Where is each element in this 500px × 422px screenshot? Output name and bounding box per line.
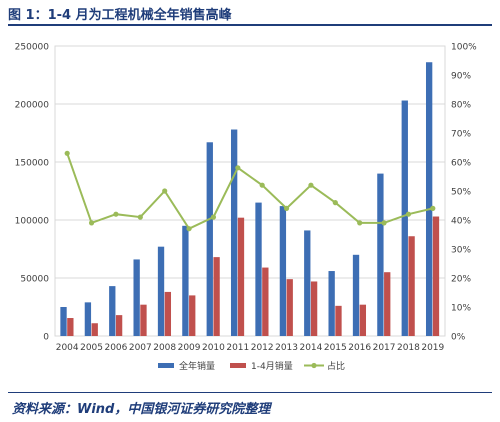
- bar-jan-apr: [164, 291, 172, 336]
- x-tick-label: 2011: [226, 343, 249, 353]
- y-right-tick-label: 0%: [451, 333, 466, 343]
- legend-item: 占比: [304, 360, 345, 372]
- x-tick-label: 2007: [129, 343, 152, 353]
- bar-full-year: [60, 307, 67, 336]
- y-left-tick-label: 100000: [15, 217, 50, 227]
- x-tick-label: 2005: [80, 343, 103, 353]
- x-tick-label: 2012: [251, 343, 274, 353]
- y-right-tick-label: 10%: [451, 304, 471, 314]
- bar-jan-apr: [432, 216, 440, 336]
- y-right-tick-label: 80%: [451, 101, 471, 111]
- x-tick-label: 2013: [275, 343, 298, 353]
- ratio-point: [381, 220, 387, 226]
- bar-full-year: [352, 254, 360, 336]
- bar-full-year: [255, 202, 262, 336]
- legend-swatch-full-year: [158, 363, 174, 368]
- bar-full-year: [133, 259, 140, 336]
- y-right-tick-label: 70%: [451, 130, 471, 140]
- figure-title-row: 图 1：1-4 月为工程机械全年销售高峰: [8, 4, 492, 23]
- bar-jan-apr: [335, 305, 342, 336]
- ratio-point: [64, 150, 70, 156]
- bar-jan-apr: [408, 236, 415, 336]
- x-tick-label: 2009: [178, 343, 201, 353]
- ratio-point: [186, 226, 192, 232]
- legend-label: 占比: [327, 360, 345, 372]
- y-right-tick-label: 30%: [451, 246, 471, 256]
- x-tick-label: 2014: [299, 343, 322, 353]
- combo-chart: 0 50000 100000 150000 200000 250000 0% 10% 20% 30…: [15, 43, 478, 373]
- y-right-tick-label: 40%: [451, 217, 471, 227]
- plot-area-frame: [54, 45, 446, 337]
- figure-title: 图 1：1-4 月为工程机械全年销售高峰: [8, 8, 232, 23]
- bar-jan-apr: [237, 217, 245, 336]
- ratio-point: [113, 211, 119, 217]
- bar-jan-apr: [384, 272, 391, 336]
- y-right-tick-label: 50%: [451, 188, 471, 198]
- x-tick-label: 2016: [348, 343, 371, 353]
- x-tick-label: 2017: [373, 343, 396, 353]
- title-underline: [8, 24, 492, 26]
- bar-full-year: [377, 173, 384, 336]
- ratio-point: [137, 214, 143, 220]
- bar-full-year: [109, 286, 116, 336]
- y-left-tick-label: 150000: [15, 159, 50, 169]
- legend-swatch-ratio-point: [311, 362, 317, 369]
- bar-jan-apr: [91, 323, 98, 336]
- bar-jan-apr: [140, 304, 147, 336]
- bar-jan-apr: [310, 281, 318, 336]
- bar-full-year: [328, 271, 335, 336]
- x-tick-label: 2019: [421, 343, 444, 353]
- x-tick-label: 2008: [153, 343, 176, 353]
- x-tick-label: 2010: [202, 343, 225, 353]
- bar-full-year: [425, 62, 433, 337]
- legend-label: 全年销量: [179, 360, 215, 372]
- bar-full-year: [279, 206, 287, 336]
- ratio-point: [430, 205, 436, 211]
- ratio-point: [259, 182, 265, 188]
- x-tick-label: 2006: [104, 343, 127, 353]
- y-right-tick-label: 90%: [451, 72, 471, 82]
- y-right-tick-label: 100%: [451, 43, 477, 53]
- ratio-point: [210, 214, 217, 220]
- ratio-point: [88, 220, 95, 226]
- bar-full-year: [84, 302, 92, 336]
- y-left-tick-label: 50000: [20, 275, 49, 285]
- ratio-point: [308, 182, 314, 188]
- bar-full-year: [230, 129, 238, 336]
- legend-item: 1-4月销量: [230, 360, 293, 372]
- bar-jan-apr: [262, 267, 269, 336]
- y-right-tick-label: 20%: [451, 275, 471, 285]
- x-tick-label: 2018: [397, 343, 420, 353]
- source-note: 资料来源：Wind，中国银河证券研究院整理: [12, 402, 271, 417]
- ratio-line: [66, 152, 434, 230]
- bar-jan-apr: [359, 304, 367, 336]
- bar-jan-apr: [67, 318, 74, 336]
- ratio-point: [235, 165, 241, 171]
- bar-full-year: [206, 142, 213, 336]
- ratio-point: [405, 211, 412, 217]
- source-divider: [8, 392, 492, 393]
- x-tick-label: 2004: [56, 343, 79, 353]
- y-left-tick-label: 200000: [15, 101, 50, 111]
- x-tick-label: 2015: [324, 343, 347, 353]
- bar-full-year: [401, 100, 408, 337]
- bar-jan-apr: [213, 257, 220, 336]
- chart-container: 0 50000 100000 150000 200000 250000 0% 10% 20% 30…: [0, 30, 500, 385]
- bar-full-year: [304, 230, 311, 336]
- y-left-tick-label: 0: [43, 333, 49, 343]
- y-left-tick-label: 250000: [15, 43, 50, 53]
- legend-item: 全年销量: [158, 360, 215, 372]
- bar-jan-apr: [189, 295, 196, 336]
- y-right-tick-label: 60%: [451, 159, 471, 169]
- ratio-point: [332, 200, 338, 206]
- bar-jan-apr: [115, 315, 123, 336]
- bar-full-year: [157, 246, 165, 336]
- bar-jan-apr: [286, 279, 293, 336]
- ratio-point: [357, 220, 363, 226]
- bar-full-year: [182, 225, 189, 336]
- ratio-point: [162, 188, 168, 194]
- legend-swatch-jan-apr: [230, 363, 246, 368]
- ratio-point: [283, 205, 290, 211]
- legend-label: 1-4月销量: [251, 360, 293, 372]
